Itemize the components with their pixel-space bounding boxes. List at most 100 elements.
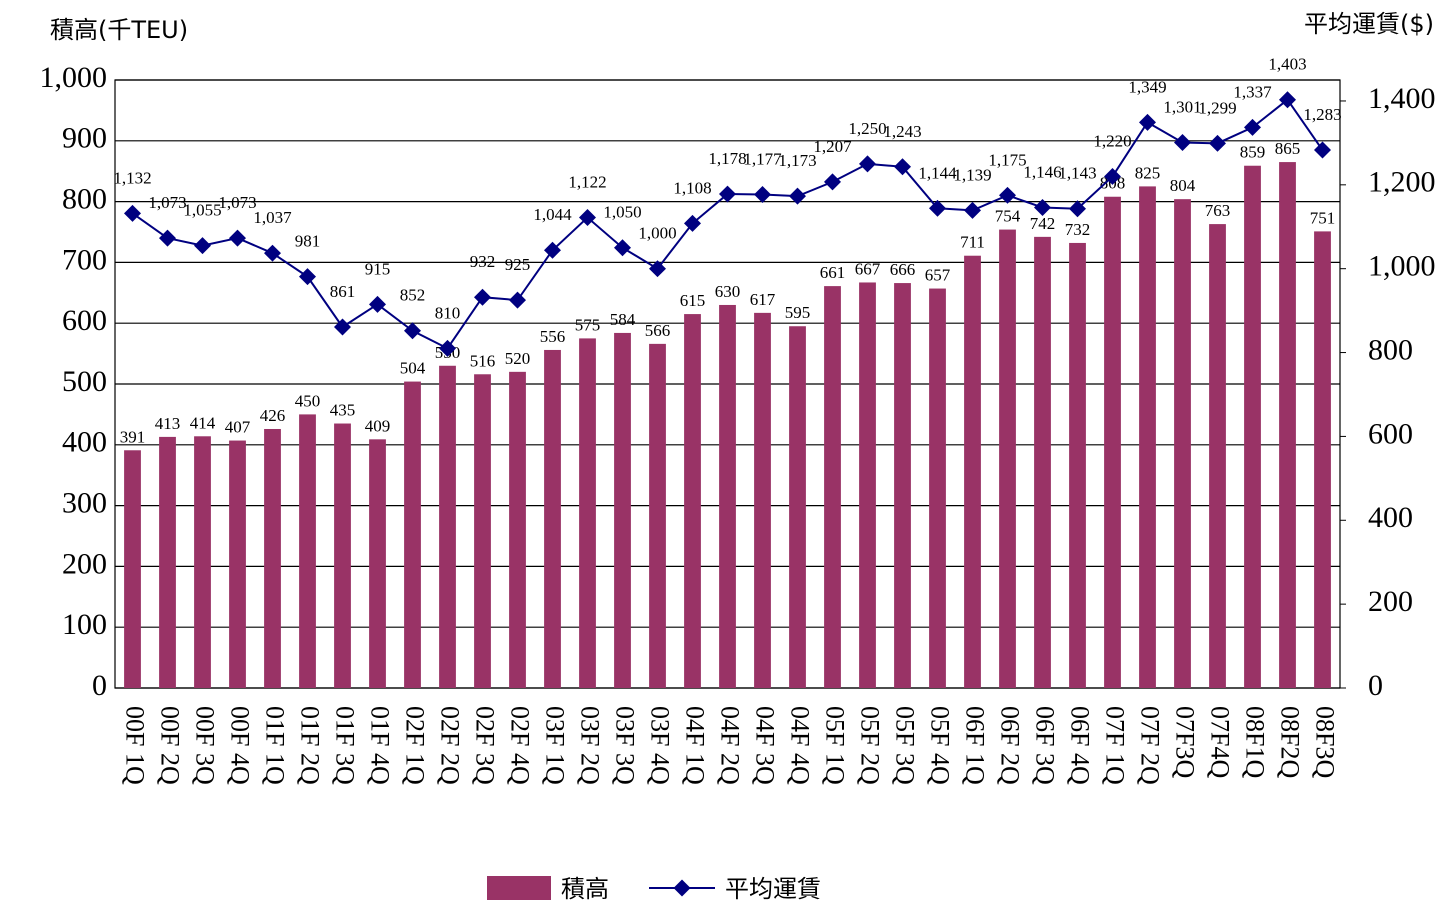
x-tick-label: 04F 4Q — [786, 706, 815, 785]
x-tick-label: 07F3Q — [1171, 706, 1200, 778]
line-data-label: 1,250 — [848, 119, 886, 138]
y-tick-label: 400 — [62, 426, 107, 459]
x-tick-label: 07F4Q — [1206, 706, 1235, 778]
bar — [159, 436, 176, 688]
bar — [1314, 231, 1331, 688]
x-tick-label: 06F 4Q — [1066, 706, 1095, 785]
line-data-label: 1,050 — [603, 203, 641, 222]
bar-data-label: 409 — [365, 416, 391, 435]
line-data-label: 1,073 — [148, 193, 186, 212]
line-data-label: 1,173 — [778, 151, 816, 170]
line-data-label: 1,139 — [953, 165, 991, 184]
legend-label: 積高 — [561, 875, 609, 903]
y2-axis-title: 平均運賃($) — [1304, 10, 1434, 38]
bar — [369, 439, 386, 688]
bar-data-label: 615 — [680, 291, 706, 310]
bar — [754, 312, 771, 688]
line-marker — [824, 173, 841, 191]
line-data-label: 981 — [295, 232, 321, 251]
line-data-label: 1,122 — [568, 173, 606, 192]
line-data-label: 1,175 — [988, 150, 1026, 169]
x-tick-label: 05F 1Q — [821, 706, 850, 785]
bar-data-label: 391 — [120, 427, 146, 446]
y2-tick-label: 400 — [1368, 501, 1413, 534]
line-marker — [1139, 113, 1156, 131]
bar-data-label: 407 — [225, 418, 251, 437]
bar — [544, 349, 561, 688]
x-tick-label: 08F3Q — [1311, 706, 1340, 778]
line-marker — [509, 291, 526, 309]
x-tick-label: 04F 3Q — [751, 706, 780, 785]
line-marker — [859, 155, 876, 173]
bar-data-label: 711 — [960, 233, 985, 252]
bar — [474, 374, 491, 688]
line-marker — [439, 339, 456, 357]
line-marker — [719, 185, 736, 203]
line-marker — [684, 214, 701, 232]
x-tick-label: 06F 1Q — [961, 706, 990, 785]
bar-data-label: 584 — [610, 310, 636, 329]
bar — [509, 371, 526, 688]
y-tick-label: 300 — [62, 486, 107, 519]
x-tick-label: 08F1Q — [1241, 706, 1270, 778]
bar — [894, 283, 911, 688]
bar-data-label: 595 — [785, 303, 811, 322]
legend-swatch — [487, 876, 551, 900]
x-tick-label: 06F 2Q — [996, 706, 1025, 785]
bar-data-label: 450 — [295, 391, 321, 410]
bar — [964, 255, 981, 688]
bar-data-label: 742 — [1030, 214, 1056, 233]
line-data-label: 1,044 — [533, 205, 572, 224]
bar-data-label: 566 — [645, 321, 671, 340]
y-tick-label: 600 — [62, 304, 107, 337]
y-tick-label: 500 — [62, 365, 107, 398]
y2-tick-label: 600 — [1368, 417, 1413, 450]
line-marker — [544, 241, 561, 259]
bar-data-label: 414 — [190, 413, 216, 432]
bar — [1069, 242, 1086, 688]
line-data-label: 1,243 — [883, 122, 921, 141]
y-tick-label: 800 — [62, 182, 107, 215]
line-data-label: 1,403 — [1268, 55, 1306, 74]
x-tick-label: 04F 1Q — [681, 706, 710, 785]
bar — [334, 423, 351, 688]
line-data-label: 1,337 — [1233, 82, 1272, 101]
x-tick-label: 03F 2Q — [576, 706, 605, 785]
bar — [859, 282, 876, 688]
line-data-label: 1,299 — [1198, 98, 1236, 117]
bar — [789, 326, 806, 688]
x-tick-label: 00F 1Q — [121, 706, 150, 785]
line-data-label: 1,055 — [183, 201, 221, 220]
line-data-label: 1,132 — [113, 168, 151, 187]
bar — [684, 314, 701, 688]
y2-tick-label: 0 — [1368, 669, 1383, 702]
x-tick-label: 04F 2Q — [716, 706, 745, 785]
bar-data-label: 435 — [330, 401, 356, 420]
line-marker — [404, 322, 421, 340]
line-data-label: 1,178 — [708, 149, 746, 168]
line-data-label: 1,301 — [1163, 97, 1201, 116]
line-data-label: 1,177 — [743, 149, 782, 168]
x-tick-label: 05F 2Q — [856, 706, 885, 785]
y-tick-label: 700 — [62, 243, 107, 276]
x-tick-label: 01F 4Q — [366, 706, 395, 785]
bar-data-label: 617 — [750, 290, 776, 309]
legend: 積高 平均運賃 — [487, 875, 821, 903]
line-marker — [229, 229, 246, 247]
bar — [264, 428, 281, 688]
bar-data-label: 865 — [1275, 139, 1301, 158]
line-data-label: 1,283 — [1303, 105, 1341, 124]
y-tick-label: 200 — [62, 547, 107, 580]
line-marker — [474, 288, 491, 306]
line-marker — [999, 186, 1016, 204]
x-tick-label: 05F 3Q — [891, 706, 920, 785]
line-marker — [369, 295, 386, 313]
line-marker — [299, 268, 316, 286]
bar-data-label: 859 — [1240, 143, 1266, 162]
line-marker — [754, 185, 771, 203]
line-marker — [789, 187, 806, 205]
y-axis-title: 積高(千TEU) — [50, 16, 188, 44]
bar — [1279, 162, 1296, 688]
line-data-label: 1,143 — [1058, 164, 1096, 183]
x-tick-label: 05F 4Q — [926, 706, 955, 785]
